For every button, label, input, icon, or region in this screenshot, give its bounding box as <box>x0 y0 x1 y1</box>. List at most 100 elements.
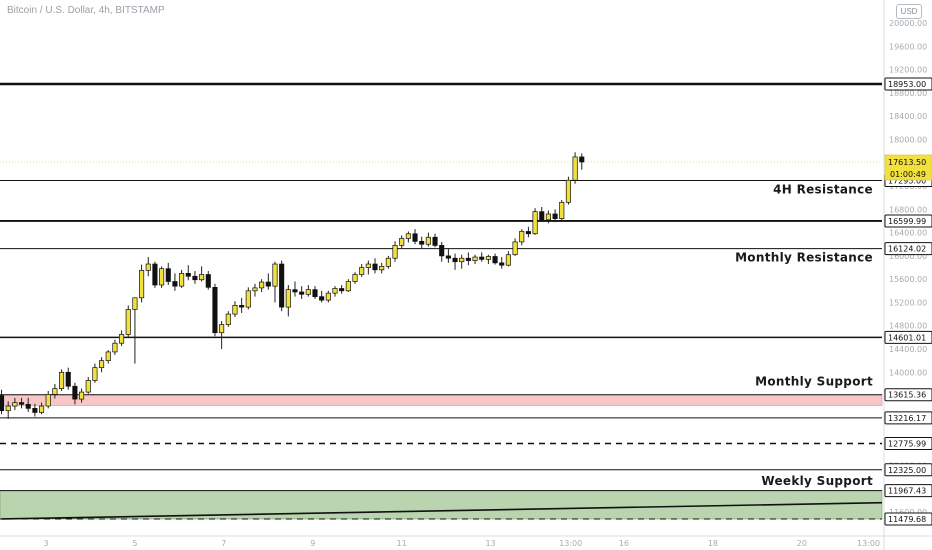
candle-body <box>39 405 45 413</box>
candle-body <box>345 281 351 292</box>
countdown-label: 01:00:49 <box>890 170 926 179</box>
level-price-badge <box>884 437 932 451</box>
candle-body <box>152 263 158 286</box>
level-price-badge <box>884 484 932 498</box>
candle-body <box>505 254 511 266</box>
x-tick-label: 13:00 <box>559 539 582 548</box>
x-tick-label: 20 <box>797 539 807 548</box>
y-tick-label: 20000.00 <box>889 19 927 28</box>
candle-body <box>32 408 38 413</box>
level-price-label: 11967.43 <box>888 487 926 496</box>
candle-body <box>412 233 418 242</box>
candle-body <box>459 257 465 263</box>
candle-body <box>59 371 65 389</box>
candle-body <box>179 272 185 287</box>
y-tick-label: 15200.00 <box>889 298 927 307</box>
currency-badge[interactable]: USD <box>896 4 922 19</box>
x-tick-label: 7 <box>221 539 226 548</box>
candle-body <box>445 255 451 259</box>
y-tick-label: 14000.00 <box>889 368 927 377</box>
candle-body <box>185 272 191 277</box>
annotation-label: Monthly Support <box>755 375 873 389</box>
candle-body <box>232 305 238 315</box>
level-price-badge <box>884 330 932 344</box>
y-tick-label: 16000.00 <box>889 252 927 261</box>
level-price-badge <box>884 411 932 425</box>
candle-body <box>425 236 431 245</box>
candle-body <box>559 201 565 219</box>
annotation-label: 4H Resistance <box>773 183 873 197</box>
candle-body <box>299 291 305 295</box>
candle-body <box>525 231 531 235</box>
candle-body <box>245 290 251 308</box>
candle-body <box>399 238 405 246</box>
x-tick-label: 3 <box>43 539 48 548</box>
candle-body <box>265 281 271 287</box>
candle-body <box>79 391 85 400</box>
candle-body <box>479 256 485 260</box>
level-price-badge <box>884 512 932 526</box>
x-tick-label: 13 <box>486 539 496 548</box>
candle-body <box>439 245 445 257</box>
trendline <box>1 501 883 520</box>
x-tick-label: 11 <box>397 539 407 548</box>
candle-body <box>45 394 51 407</box>
candle-body <box>99 360 105 368</box>
level-price-badge <box>884 214 932 228</box>
candle-body <box>225 313 231 325</box>
candle-body <box>205 274 211 288</box>
candle-body <box>145 263 151 271</box>
annotations: 4H Resistance Monthly Resistance Monthly S… <box>735 183 873 489</box>
y-tick-label: 16800.00 <box>889 205 927 214</box>
candle-body <box>0 395 5 412</box>
annotation-label: Weekly Support <box>761 474 873 488</box>
candle-body <box>352 274 358 282</box>
candle-body <box>18 402 25 405</box>
candle-body <box>372 263 378 271</box>
candle-body <box>219 324 225 334</box>
current-price-badge <box>884 154 932 181</box>
candle-body <box>319 296 325 301</box>
candle-body <box>139 270 145 299</box>
candle-body <box>119 334 125 344</box>
y-tick-label: 14800.00 <box>889 322 927 331</box>
candle-body <box>339 288 345 292</box>
candle-body <box>12 402 18 407</box>
x-tick-label: 5 <box>132 539 137 548</box>
candle-body <box>305 289 311 295</box>
support-zones <box>0 394 883 520</box>
candle-body <box>25 403 31 409</box>
current-price-label: 17613.50 <box>888 158 926 167</box>
level-price-badge <box>884 242 932 256</box>
level-price-label: 17295.00 <box>888 177 926 186</box>
candle-body <box>199 274 205 281</box>
candle-body <box>112 342 118 353</box>
candle-body <box>105 351 111 362</box>
x-tick-label: 16 <box>619 539 629 548</box>
candle-body <box>579 156 585 163</box>
trendline-layer <box>1 501 883 520</box>
candle-body <box>212 286 218 334</box>
candle-body <box>492 256 498 264</box>
price-badges: 18953.00 17295.00 16599.99 16124.02 14601.01… <box>884 77 932 526</box>
chart-title: Bitcoin / U.S. Dollar, 4h, BITSTAMP <box>7 5 165 16</box>
candle-body <box>472 256 478 261</box>
candle-body <box>365 263 371 268</box>
y-tick-label: 18000.00 <box>889 135 927 144</box>
candle-body <box>519 231 525 243</box>
candle-body <box>192 275 198 281</box>
candle-body <box>572 156 578 181</box>
candle-body <box>125 309 131 335</box>
candle-body <box>65 371 71 387</box>
candle-body <box>532 211 538 235</box>
time-axis: 3 5 7 9 11 13 13:00 16 18 20 13:00 <box>0 535 932 548</box>
level-price-label: 16124.02 <box>888 245 926 254</box>
candle-body <box>485 256 491 260</box>
level-price-badge <box>884 77 932 91</box>
x-tick-label: 13:00 <box>857 539 880 548</box>
y-tick-label: 16400.00 <box>889 229 927 238</box>
candle-body <box>499 262 505 266</box>
candle-body <box>325 292 331 301</box>
annotation-label: Monthly Resistance <box>735 251 873 265</box>
